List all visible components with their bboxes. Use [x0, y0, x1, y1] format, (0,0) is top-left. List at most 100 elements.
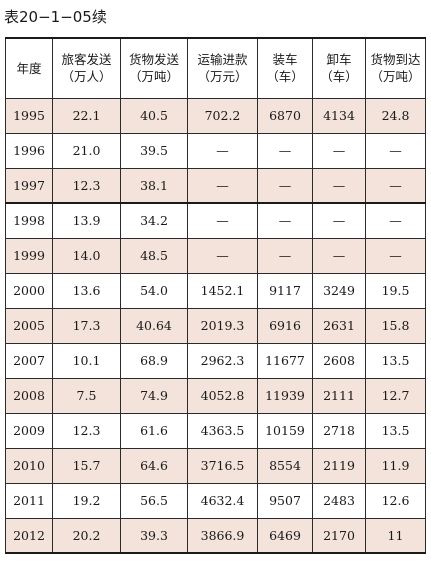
header-cell-year: 年度 — [5, 37, 53, 99]
table-row: 1999 14.0 48.5— — — — — [5, 237, 426, 274]
year-cell: 1997 — [5, 167, 53, 204]
revenue-cell: 4363.5 — [187, 412, 258, 449]
header-unit: （万元） — [197, 69, 248, 85]
passengers-cell: 22.1 — [52, 97, 121, 134]
freight-arrived-cell: 24.8 — [365, 97, 426, 134]
freight-arrived-cell: 19.5 — [365, 272, 426, 309]
revenue-cell: 702.2 — [187, 97, 258, 134]
unloading-cell: — — [312, 237, 366, 274]
year-cell: 2011 — [5, 482, 53, 519]
header-unit: （万人） — [61, 69, 112, 85]
freight-arrived-cell: 12.6 — [365, 482, 426, 519]
unloading-cell: — — [312, 132, 366, 169]
unloading-cell: — — [312, 167, 366, 204]
passengers-cell: 13.9 — [52, 202, 121, 239]
freight-sent-cell: 48.5 — [120, 237, 188, 274]
freight-sent-cell: 34.2 — [120, 202, 188, 239]
passengers-cell: 12.3 — [52, 167, 121, 204]
unloading-cell: 2718 — [312, 412, 366, 449]
loading-cell: — — [257, 167, 313, 204]
unloading-cell: 2631 — [312, 307, 366, 344]
table-row: 1995 22.1 40.5 702.2 6870 4134 24.8 — [5, 97, 426, 134]
table-row: 2005 17.3 40.64 2019.3 6916 2631 15.8 — [5, 307, 426, 344]
revenue-cell: 4052.8 — [187, 377, 258, 414]
year-cell: 1995 — [5, 97, 53, 134]
header-label: 装车 — [272, 52, 298, 68]
header-unit: （车） — [320, 69, 358, 85]
revenue-cell: — — [187, 202, 258, 239]
year-cell: 2010 — [5, 447, 53, 484]
year-cell: 2000 — [5, 272, 53, 309]
unloading-cell: 2111 — [312, 377, 366, 414]
freight-arrived-cell: 11 — [365, 517, 426, 554]
table-row: 2007 10.1 68.9 2962.3 11677 2608 13.5 — [5, 342, 426, 379]
header-label: 货物到达 — [370, 52, 421, 68]
table-row: 2000 13.6 54.0 1452.1 9117 3249 19.5 — [5, 272, 426, 309]
header-row: 年度 旅客发送 （万人） 货物发送 （万吨） 运输进款 （万元） 装车 （车） … — [5, 37, 426, 99]
revenue-cell: 2962.3 — [187, 342, 258, 379]
loading-cell: 6916 — [257, 307, 313, 344]
freight-sent-cell: 38.1 — [120, 167, 188, 204]
passengers-cell: 13.6 — [52, 272, 121, 309]
year-cell: 1998 — [5, 202, 53, 239]
header-label: 卸车 — [326, 52, 352, 68]
loading-cell: 8554 — [257, 447, 313, 484]
header-unit: （万吨） — [370, 69, 421, 85]
revenue-cell: 3866.9 — [187, 517, 258, 554]
freight-sent-cell: 39.5 — [120, 132, 188, 169]
data-table: 年度 旅客发送 （万人） 货物发送 （万吨） 运输进款 （万元） 装车 （车） … — [5, 37, 426, 554]
freight-sent-cell: 40.64 — [120, 307, 188, 344]
passengers-cell: 21.0 — [52, 132, 121, 169]
header-cell-loading: 装车 （车） — [257, 37, 313, 99]
freight-arrived-cell: 15.8 — [365, 307, 426, 344]
table-caption: 表20−1−05续 — [4, 8, 107, 26]
table-row: 2010 15.7 64.6 3716.5 8554 2119 11.9 — [5, 447, 426, 484]
freight-arrived-cell: — — [365, 167, 426, 204]
table-row: 1998 13.9 34.2— — — — — [5, 202, 426, 239]
revenue-cell: 4632.4 — [187, 482, 258, 519]
passengers-cell: 14.0 — [52, 237, 121, 274]
year-cell: 1999 — [5, 237, 53, 274]
freight-arrived-cell: 12.7 — [365, 377, 426, 414]
freight-sent-cell: 74.9 — [120, 377, 188, 414]
header-label: 运输进款 — [197, 52, 248, 68]
header-cell-freight-sent: 货物发送 （万吨） — [120, 37, 188, 99]
header-cell-passengers: 旅客发送 （万人） — [52, 37, 121, 99]
revenue-cell: — — [187, 237, 258, 274]
freight-arrived-cell: 13.5 — [365, 342, 426, 379]
loading-cell: 11677 — [257, 342, 313, 379]
passengers-cell: 20.2 — [52, 517, 121, 554]
unloading-cell: 2119 — [312, 447, 366, 484]
unloading-cell: 3249 — [312, 272, 366, 309]
revenue-cell: 3716.5 — [187, 447, 258, 484]
revenue-cell: — — [187, 167, 258, 204]
passengers-cell: 15.7 — [52, 447, 121, 484]
freight-sent-cell: 40.5 — [120, 97, 188, 134]
header-cell-unloading: 卸车 （车） — [312, 37, 366, 99]
passengers-cell: 12.3 — [52, 412, 121, 449]
passengers-cell: 17.3 — [52, 307, 121, 344]
freight-sent-cell: 64.6 — [120, 447, 188, 484]
loading-cell: — — [257, 202, 313, 239]
year-cell: 1996 — [5, 132, 53, 169]
loading-cell: — — [257, 237, 313, 274]
freight-arrived-cell: — — [365, 237, 426, 274]
freight-sent-cell: 61.6 — [120, 412, 188, 449]
table-row: 1996 21.0 39.5— — — — — [5, 132, 426, 169]
freight-arrived-cell: — — [365, 132, 426, 169]
loading-cell: 10159 — [257, 412, 313, 449]
header-unit: （万吨） — [128, 69, 179, 85]
table-row: 2008 7.5 74.9 4052.8 11939 2111 12.7 — [5, 377, 426, 414]
header-unit: （车） — [266, 69, 304, 85]
loading-cell: 11939 — [257, 377, 313, 414]
header-label: 货物发送 — [128, 52, 179, 68]
passengers-cell: 10.1 — [52, 342, 121, 379]
unloading-cell: 2483 — [312, 482, 366, 519]
header-cell-revenue: 运输进款 （万元） — [187, 37, 258, 99]
header-label: 年度 — [16, 60, 42, 76]
revenue-cell: 1452.1 — [187, 272, 258, 309]
year-cell: 2005 — [5, 307, 53, 344]
table-body: 1995 22.1 40.5 702.2 6870 4134 24.8 1996 21.0 39.… — [5, 97, 426, 554]
table-row: 2009 12.3 61.6 4363.5 10159 2718 13.5 — [5, 412, 426, 449]
passengers-cell: 7.5 — [52, 377, 121, 414]
